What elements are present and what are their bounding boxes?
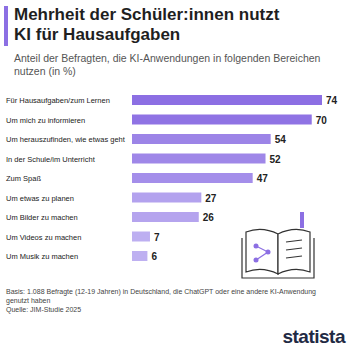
- category-label: Für Hausaufgaben/zum Lernen: [6, 96, 110, 105]
- title-accent: [4, 6, 8, 46]
- bar: [132, 115, 312, 125]
- page-right: [278, 229, 310, 274]
- bar: [132, 134, 271, 144]
- cover: [242, 238, 314, 278]
- bar: [132, 193, 201, 203]
- text-line: [286, 240, 302, 242]
- category-label: Um Bilder zu machen: [6, 213, 78, 222]
- node-link: [256, 246, 268, 260]
- data-label: 47: [257, 173, 269, 184]
- text-line: [286, 256, 302, 258]
- title: Mehrheit der Schüler:innen nutzt KI für …: [14, 5, 284, 45]
- category-label: Um Musik zu machen: [6, 252, 78, 261]
- text-line: [286, 248, 302, 250]
- bar: [132, 232, 150, 242]
- data-label: 54: [275, 134, 287, 145]
- bar: [132, 95, 322, 105]
- subtitle: Anteil der Befragten, die KI-Anwendungen…: [14, 52, 344, 78]
- note: Quelle: JIM-Studie 2025: [6, 305, 326, 314]
- book-icon: [242, 212, 314, 278]
- chart: Für Hausaufgaben/zum Lernen 74 Um mich zu …: [0, 0, 355, 355]
- category-label: In der Schule/im Unterricht: [6, 155, 96, 164]
- bar: [132, 173, 253, 183]
- bar: [132, 251, 147, 261]
- bar: [132, 154, 266, 164]
- note: Basis: 1.088 Befragte (12-19 Jahren) in …: [6, 287, 326, 305]
- page-left: [246, 229, 278, 274]
- data-label: 27: [205, 193, 217, 204]
- footer: Basis: 1.088 Befragte (12-19 Jahren) in …: [6, 287, 326, 314]
- brand: statista: [282, 326, 345, 348]
- data-label: 74: [326, 95, 338, 106]
- category-label: Um herauszufinden, wie etwas geht: [6, 135, 126, 144]
- data-label: 70: [316, 115, 328, 126]
- category-label: Um mich zu informieren: [6, 116, 85, 125]
- data-label: 7: [154, 232, 160, 243]
- pen: [300, 212, 304, 228]
- data-label: 6: [151, 251, 157, 262]
- data-label: 52: [270, 154, 282, 165]
- category-label: Zum Spaß: [6, 174, 41, 183]
- bar: [132, 212, 199, 222]
- data-label: 26: [203, 212, 215, 223]
- category-label: Um Videos zu machen: [6, 233, 81, 242]
- category-label: Um etwas zu planen: [6, 194, 74, 203]
- node: [254, 244, 259, 249]
